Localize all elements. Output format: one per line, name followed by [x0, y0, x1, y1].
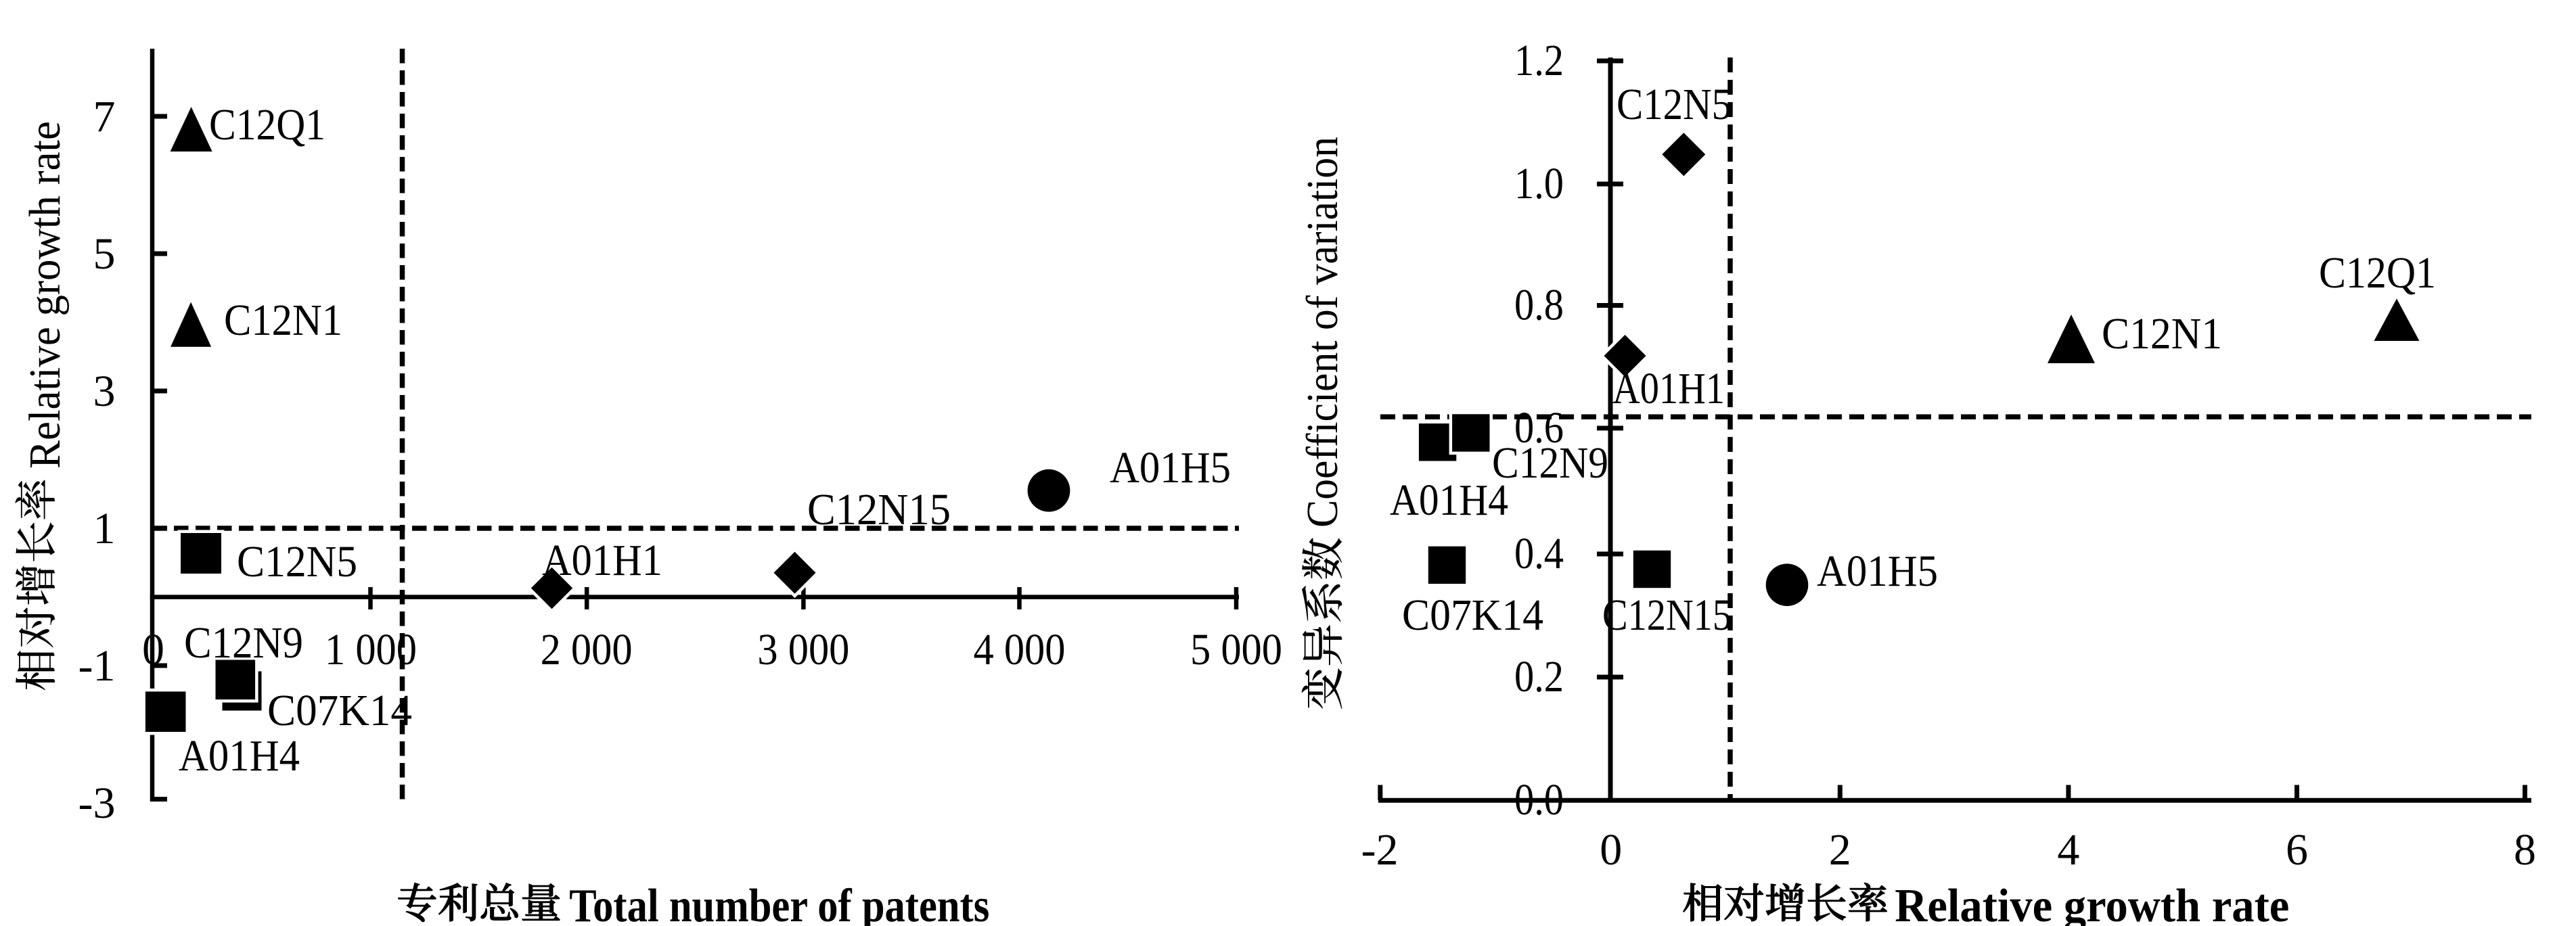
svg-text:0: 0 — [1600, 825, 1622, 875]
svg-text:Coefficient of variation: Coefficient of variation — [1298, 137, 1347, 528]
svg-text:Relative growth rate: Relative growth rate — [20, 121, 70, 469]
svg-text:A01H4: A01H4 — [1390, 476, 1508, 525]
svg-text:5 000: 5 000 — [1190, 625, 1282, 674]
svg-text:-1: -1 — [78, 641, 116, 691]
svg-text:C12N5: C12N5 — [1617, 80, 1732, 129]
svg-text:C12N15: C12N15 — [1602, 591, 1732, 640]
svg-text:0.6: 0.6 — [1514, 403, 1564, 453]
svg-text:0.0: 0.0 — [1514, 775, 1564, 825]
svg-text:8: 8 — [2514, 825, 2536, 875]
svg-text:Relative growth rate: Relative growth rate — [1895, 880, 2289, 926]
svg-text:C12Q1: C12Q1 — [2319, 248, 2436, 298]
svg-text:3 000: 3 000 — [757, 625, 849, 674]
svg-text:C07K14: C07K14 — [267, 686, 412, 735]
svg-text:A01H5: A01H5 — [1817, 547, 1938, 596]
svg-text:0.4: 0.4 — [1514, 529, 1564, 578]
svg-text:0.8: 0.8 — [1514, 281, 1564, 330]
svg-text:A01H1: A01H1 — [1612, 364, 1725, 413]
svg-text:3: 3 — [93, 367, 116, 416]
svg-text:4 000: 4 000 — [974, 625, 1066, 674]
svg-text:C12N9: C12N9 — [1492, 438, 1608, 488]
svg-text:5: 5 — [93, 229, 116, 279]
svg-text:1.0: 1.0 — [1514, 159, 1564, 208]
svg-text:A01H5: A01H5 — [1110, 443, 1231, 492]
svg-text:-3: -3 — [78, 779, 116, 828]
svg-text:C12N15: C12N15 — [807, 485, 951, 534]
svg-text:4: 4 — [2057, 825, 2079, 875]
svg-text:C12Q1: C12Q1 — [209, 100, 325, 149]
svg-text:2: 2 — [1829, 825, 1851, 875]
svg-text:C07K14: C07K14 — [1402, 591, 1543, 640]
svg-text:A01H1: A01H1 — [542, 536, 662, 585]
svg-text:C12N1: C12N1 — [224, 296, 342, 345]
svg-text:0: 0 — [142, 625, 164, 674]
svg-text:C12N1: C12N1 — [2102, 309, 2222, 358]
svg-text:Total number of patents: Total number of patents — [569, 880, 989, 926]
svg-text:A01H4: A01H4 — [179, 731, 300, 781]
svg-text:7: 7 — [93, 92, 116, 141]
svg-text:1.2: 1.2 — [1514, 36, 1564, 85]
svg-text:-2: -2 — [1361, 825, 1399, 875]
svg-text:C12N9: C12N9 — [184, 618, 303, 668]
svg-text:2 000: 2 000 — [541, 625, 633, 674]
svg-text:1: 1 — [93, 504, 116, 553]
svg-text:6: 6 — [2286, 825, 2308, 875]
svg-text:1 000: 1 000 — [325, 625, 417, 674]
svg-text:0.2: 0.2 — [1514, 652, 1564, 701]
svg-text:C12N5: C12N5 — [237, 537, 357, 586]
